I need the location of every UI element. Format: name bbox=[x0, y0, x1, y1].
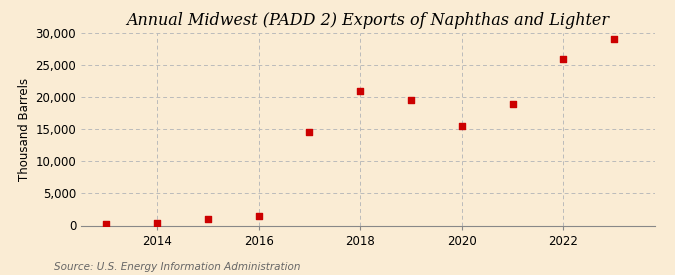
Point bbox=[253, 214, 264, 218]
Point bbox=[456, 124, 467, 128]
Point bbox=[101, 222, 112, 226]
Point bbox=[304, 130, 315, 135]
Text: Source: U.S. Energy Information Administration: Source: U.S. Energy Information Administ… bbox=[54, 262, 300, 272]
Point bbox=[406, 98, 416, 103]
Y-axis label: Thousand Barrels: Thousand Barrels bbox=[18, 78, 31, 181]
Point bbox=[507, 101, 518, 106]
Point bbox=[609, 37, 620, 42]
Point bbox=[355, 89, 366, 93]
Title: Annual Midwest (PADD 2) Exports of Naphthas and Lighter: Annual Midwest (PADD 2) Exports of Napht… bbox=[126, 12, 610, 29]
Point bbox=[152, 221, 163, 225]
Point bbox=[558, 56, 569, 61]
Point bbox=[202, 217, 213, 221]
